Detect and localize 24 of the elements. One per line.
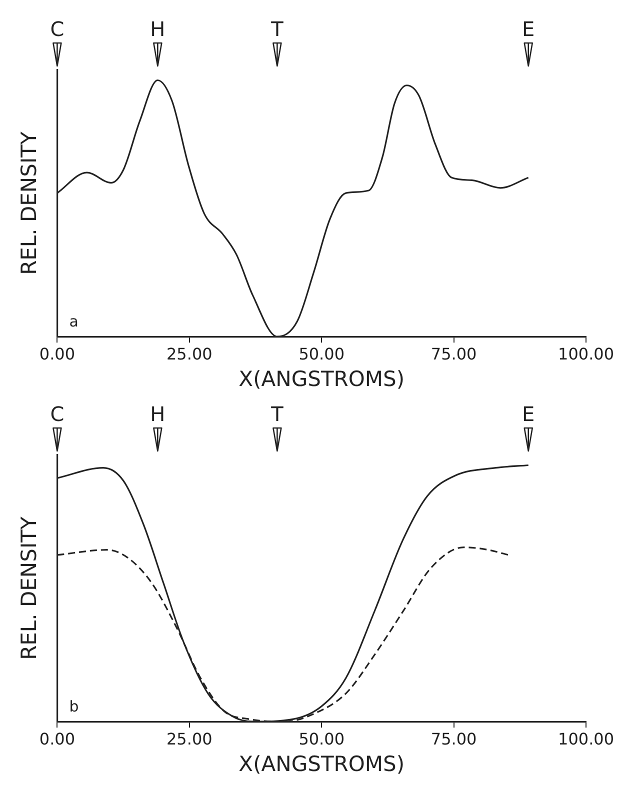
ref-line-label: T [270,402,284,426]
ref-line-label: H [150,17,166,41]
x-tick-label: 0.00 [39,729,76,748]
annotation: b [69,698,79,716]
x-tick-label: 25.00 [166,344,212,364]
x-axis-title: X(ANGSTROMS) [238,366,405,391]
x-tick-label: 50.00 [298,729,345,748]
ref-line-label: E [522,17,535,41]
x-tick-label: 75.00 [430,344,477,364]
y-axis-title: REL. DENSITY [17,516,42,660]
ref-line-label: H [150,402,166,426]
x-tick-label: 100.00 [558,729,614,748]
ref-line-label: C [50,17,64,41]
ref-line-label: C [50,402,64,426]
x-tick-label: 100.00 [558,344,614,364]
annotation: a [69,312,78,331]
ref-line-label: E [522,402,535,426]
y-axis-title: REL. DENSITY [17,132,42,275]
x-tick-label: 75.00 [430,729,477,748]
x-tick-label: 50.00 [298,344,345,364]
x-tick-label: 25.00 [166,729,212,748]
x-tick-label: 0.00 [39,344,76,364]
x-axis-title: X(ANGSTROMS) [238,752,405,776]
ref-line-label: T [270,17,284,41]
